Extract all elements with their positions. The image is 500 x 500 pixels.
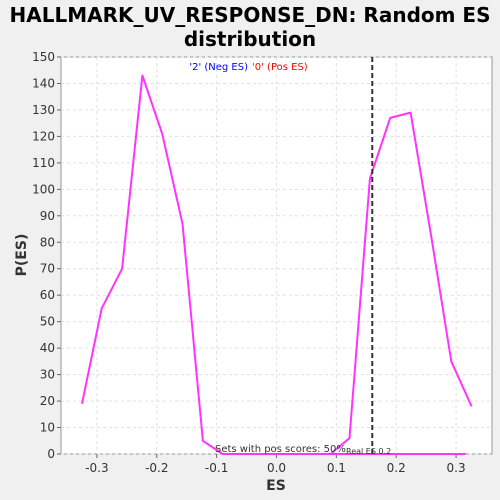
y-tick-label: 50 [40,315,55,329]
y-tick-label: 130 [32,103,55,117]
x-tick-label: -0.2 [145,461,168,475]
chart-title-line2: distribution [184,27,316,51]
series-lines [81,74,473,455]
y-tick-label: 110 [32,156,55,170]
x-tick-label: 0.3 [447,461,466,475]
y-tick-label: 0 [47,447,55,461]
y-tick-label: 70 [40,262,55,276]
x-tick-label: 0.0 [267,461,286,475]
grid-lines [61,56,492,455]
series-line-0 [81,74,466,455]
y-tick-label: 140 [32,76,55,90]
y-tick-label: 30 [40,368,55,382]
x-tick-label: 0.2 [387,461,406,475]
x-axis-label: ES [266,478,286,494]
real-es-annotation: Real ES 0.2 [346,447,391,456]
x-tick-label: -0.1 [205,461,228,475]
y-tick-label: 80 [40,235,55,249]
y-tick-label: 60 [40,288,55,302]
y-axis-label: P(ES) [14,234,30,277]
pos-scores-annotation: Sets with pos scores: 50% [215,444,346,455]
series-line-1 [329,111,473,455]
x-axis-ticks: -0.3 -0.2 -0.1 0.0 0.1 0.2 0.3 [85,454,466,475]
y-tick-label: 90 [40,209,55,223]
y-tick-label: 100 [32,182,55,196]
x-tick-label: -0.3 [85,461,108,475]
y-tick-label: 150 [32,50,55,64]
x-tick-label: 0.1 [327,461,346,475]
y-tick-label: 20 [40,394,55,408]
legend: '2' (Neg ES) '0' (Pos ES) [189,62,307,73]
legend-pos-es: '0' (Pos ES) [252,62,308,73]
chart-title-line1: HALLMARK_UV_RESPONSE_DN: Random ES [10,3,491,27]
y-tick-label: 120 [32,129,55,143]
y-tick-label: 10 [40,421,55,435]
legend-neg-es: '2' (Neg ES) [189,62,248,73]
y-axis-ticks: 0 10 20 30 40 50 60 70 80 90 100 110 120 130 140 150 [32,50,61,461]
y-tick-label: 40 [40,341,55,355]
